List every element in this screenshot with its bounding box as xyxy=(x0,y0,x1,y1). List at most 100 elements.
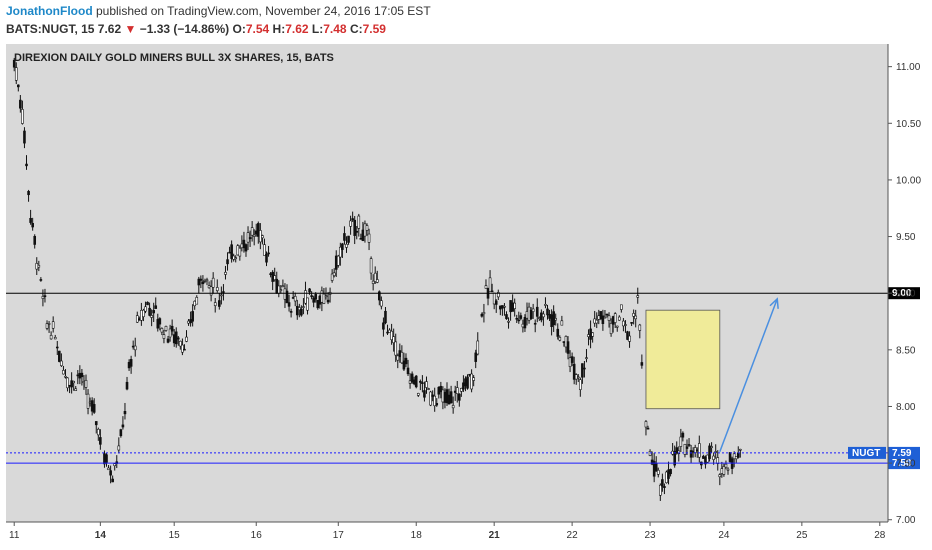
candle-body xyxy=(620,304,623,310)
candle-body xyxy=(384,310,387,324)
price-tick-label: 11.00 xyxy=(896,62,921,73)
candle-body xyxy=(162,334,166,339)
candle-body xyxy=(17,84,20,88)
candle-body xyxy=(496,292,500,298)
candle-body xyxy=(574,374,578,380)
author-link[interactable]: JonathonFlood xyxy=(6,4,93,18)
candle-body xyxy=(579,379,582,390)
candle-body xyxy=(720,468,724,474)
candle-body xyxy=(304,290,307,304)
candle-body xyxy=(232,255,235,260)
candle-body xyxy=(341,243,344,250)
candle-body xyxy=(661,479,664,487)
candle-body xyxy=(599,311,603,319)
candle-body xyxy=(19,99,22,109)
candle-body xyxy=(505,314,508,320)
candle-body xyxy=(144,306,147,312)
candle-body xyxy=(300,309,303,316)
candle-body xyxy=(35,263,39,270)
candle-body xyxy=(273,275,277,280)
candle-body xyxy=(609,323,613,334)
candle-body xyxy=(562,341,566,343)
candle-body xyxy=(285,290,289,304)
candle-body xyxy=(542,313,545,318)
candle-body xyxy=(252,234,256,237)
candle-body xyxy=(693,447,697,453)
candle-body xyxy=(394,341,398,356)
price-tick-label: 10.00 xyxy=(896,175,921,186)
candle-body xyxy=(21,109,24,124)
candle-body xyxy=(332,272,336,276)
candle-body xyxy=(734,456,738,460)
candle-body xyxy=(146,301,149,306)
candle-body xyxy=(638,324,642,331)
time-tick-label: 18 xyxy=(411,530,423,541)
publish-text: published on TradingView.com, November 2… xyxy=(92,4,431,18)
candle-body xyxy=(728,452,732,462)
candle-body xyxy=(289,311,293,313)
last-price: 7.62 xyxy=(97,22,122,36)
candle-body xyxy=(460,388,463,392)
candle-body xyxy=(31,223,34,228)
candle-body xyxy=(236,245,240,256)
candle-body xyxy=(246,232,250,243)
price-tick-label: 9.00 xyxy=(896,289,916,300)
candle-body xyxy=(25,163,28,167)
candle-body xyxy=(576,376,580,379)
candle-body xyxy=(113,463,117,466)
candle-body xyxy=(168,328,172,338)
price-tag-bg xyxy=(888,446,920,459)
time-axis: 11 14 15 16 17 18 21 22 23 24 25 28 xyxy=(6,521,888,541)
candle-body xyxy=(222,291,225,293)
down-arrow-icon: ▼ xyxy=(124,22,137,36)
candle-body xyxy=(513,302,516,309)
candle-body xyxy=(525,311,529,319)
plot-area[interactable] xyxy=(6,44,888,522)
candle-body xyxy=(27,191,30,196)
candle-body xyxy=(129,359,133,367)
candle-body xyxy=(482,312,486,315)
price-tick-label: 10.50 xyxy=(896,119,921,130)
candle-body xyxy=(195,297,199,305)
candle-body xyxy=(248,237,252,240)
candle-body xyxy=(597,315,601,320)
candle-body xyxy=(176,337,180,340)
candle-body xyxy=(367,233,371,243)
candle-body xyxy=(605,313,609,316)
candle-body xyxy=(193,300,197,307)
candle-body xyxy=(659,484,662,496)
candle-body xyxy=(302,306,305,308)
candle-body xyxy=(429,391,432,406)
candle-body xyxy=(546,308,549,316)
candle-body xyxy=(318,295,322,305)
price-tag-label: 9.00 xyxy=(892,288,912,299)
candle-body xyxy=(581,363,584,378)
candle-body xyxy=(265,253,268,263)
candle-body xyxy=(349,220,352,227)
candle-body xyxy=(663,486,666,488)
candle-body xyxy=(33,235,37,245)
candle-body xyxy=(414,375,418,388)
candle-body xyxy=(499,305,502,310)
candle-body xyxy=(170,325,174,332)
candle-body xyxy=(691,450,695,453)
candle-body xyxy=(695,449,699,452)
candle-body xyxy=(455,387,459,394)
candle-body xyxy=(78,373,82,379)
candle-body xyxy=(386,331,389,334)
candle-body xyxy=(538,317,541,319)
candle-body xyxy=(556,328,560,337)
candle-body xyxy=(256,223,260,237)
candle-body xyxy=(585,357,588,359)
candle-body xyxy=(697,443,701,458)
candle-body xyxy=(613,313,617,323)
candle-body xyxy=(207,285,211,289)
candle-body xyxy=(419,381,422,383)
candle-body xyxy=(656,469,660,475)
candle-body xyxy=(345,243,348,248)
candle-body xyxy=(238,247,242,257)
candle-body xyxy=(94,421,98,426)
candle-body xyxy=(211,277,215,288)
candle-body xyxy=(441,389,445,403)
